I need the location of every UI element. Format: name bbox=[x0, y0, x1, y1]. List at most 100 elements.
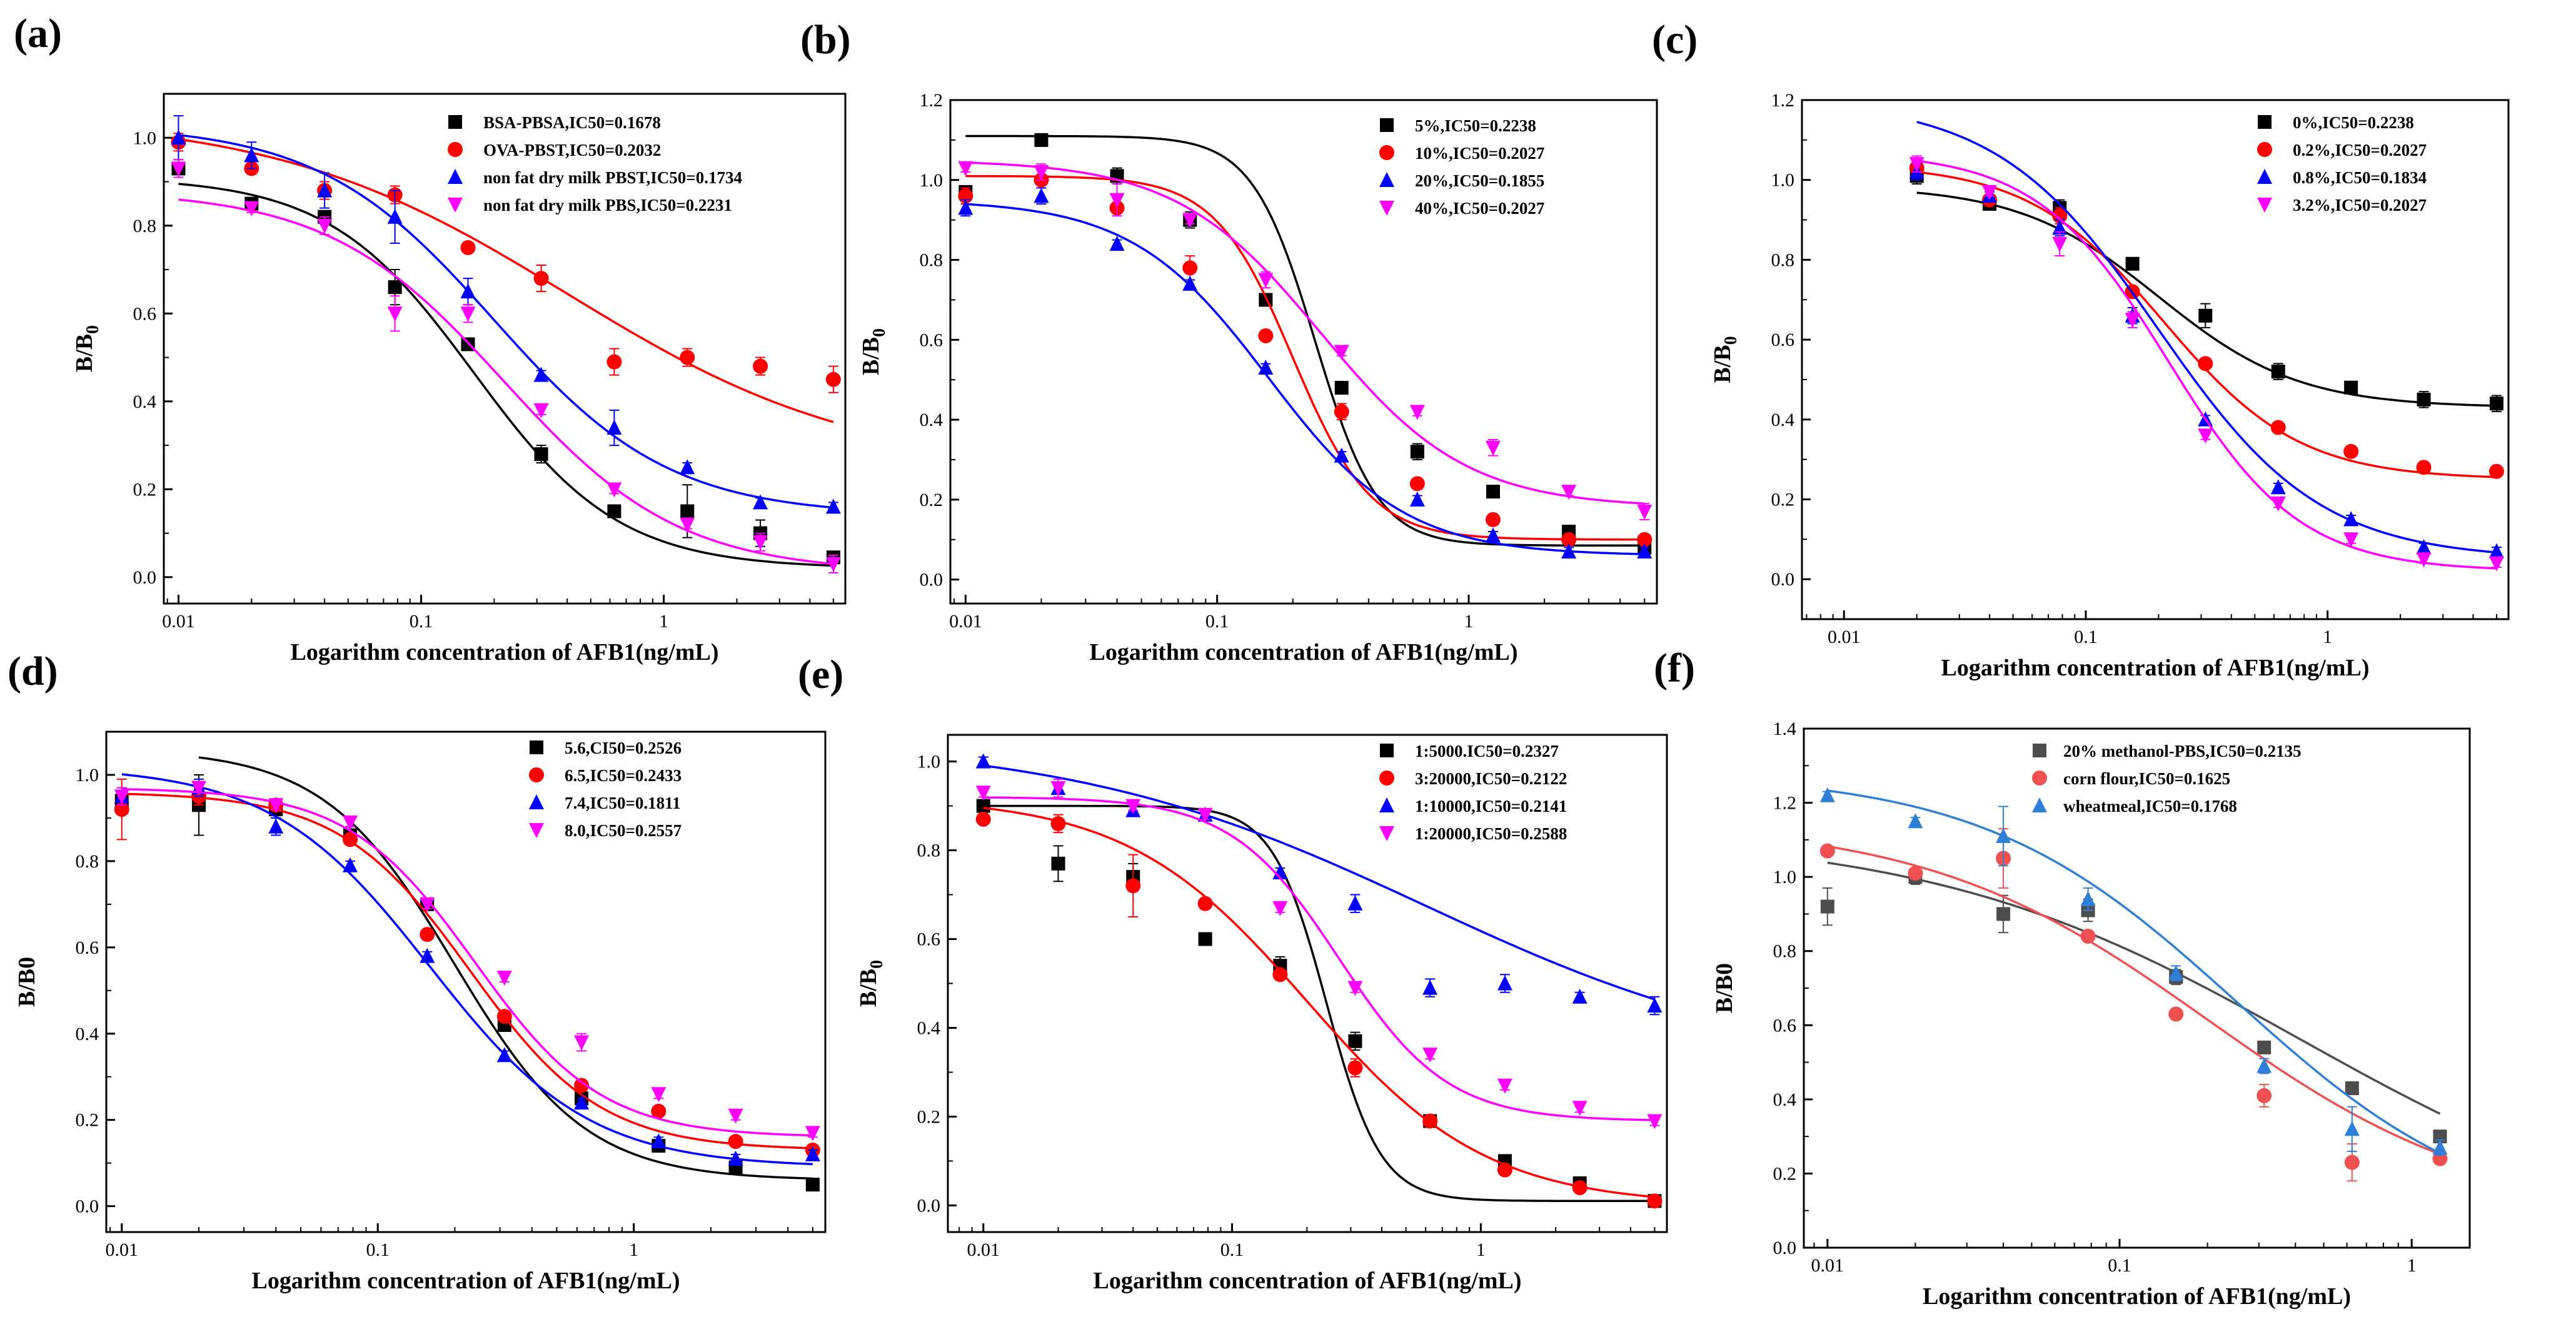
x-tick-label: 1 bbox=[629, 1240, 638, 1260]
data-point bbox=[606, 482, 622, 498]
y-tick-label: 1.0 bbox=[917, 752, 941, 772]
data-point bbox=[728, 1134, 743, 1149]
data-point bbox=[2125, 313, 2140, 328]
fit-curve bbox=[121, 792, 813, 1149]
data-point bbox=[2052, 220, 2068, 235]
data-point bbox=[1422, 1048, 1438, 1063]
fit-curve bbox=[198, 756, 813, 1180]
legend-marker bbox=[448, 198, 463, 213]
x-tick-label: 0.01 bbox=[1811, 1255, 1844, 1276]
fit-curve bbox=[178, 134, 834, 509]
data-point bbox=[1572, 1101, 1587, 1116]
legend-marker bbox=[1379, 201, 1394, 216]
data-point bbox=[1272, 864, 1288, 880]
data-point bbox=[1347, 1060, 1363, 1076]
y-tick-label: 0.4 bbox=[133, 392, 157, 412]
x-tick-label: 1 bbox=[1464, 611, 1473, 632]
legend-marker bbox=[1379, 797, 1394, 812]
fit-curve bbox=[1827, 789, 2441, 1155]
x-tick-label: 0.1 bbox=[1220, 1240, 1244, 1260]
fit-curve bbox=[1827, 845, 2441, 1155]
data-point bbox=[680, 459, 695, 475]
fit-curve bbox=[965, 203, 1645, 555]
legend-marker bbox=[1380, 118, 1394, 132]
y-tick-label: 0.6 bbox=[1771, 330, 1795, 350]
data-point bbox=[268, 798, 284, 814]
y-tick-label: 0.0 bbox=[133, 567, 157, 588]
series-2 bbox=[114, 778, 820, 1158]
data-point bbox=[1497, 975, 1512, 991]
data-point bbox=[651, 1133, 667, 1149]
fit-curve bbox=[121, 773, 813, 1166]
x-tick-label: 0.01 bbox=[106, 1240, 139, 1260]
x-tick-label: 0.1 bbox=[410, 611, 433, 632]
data-point bbox=[2270, 420, 2286, 435]
data-point bbox=[825, 371, 841, 387]
panel-f: (f) 0.0 0.2 0.4 0.6 0.8 1.0 1.2 1.4 0.01 0.1 1 Logar… bbox=[1654, 645, 2471, 1310]
data-point bbox=[420, 927, 435, 942]
x-tick-label: 0.01 bbox=[1828, 627, 1861, 647]
data-point bbox=[753, 358, 768, 374]
data-point bbox=[975, 786, 991, 801]
x-axis-title: Logarithm concentration of AFB1(ng/mL) bbox=[1941, 655, 2369, 681]
data-point bbox=[1996, 907, 2011, 921]
data-point bbox=[1996, 827, 2011, 843]
data-point bbox=[2198, 428, 2213, 444]
legend-label: 1:5000.IC50=0.2327 bbox=[1415, 742, 1559, 760]
data-point bbox=[2080, 929, 2096, 944]
data-point bbox=[387, 306, 403, 322]
legend-label: corn flour,IC50=0.1625 bbox=[2063, 769, 2230, 788]
series-2 bbox=[171, 133, 841, 423]
y-tick-label: 0.8 bbox=[133, 216, 157, 236]
y-axis-title: B/B0 bbox=[71, 325, 103, 372]
fit-curve bbox=[983, 764, 1655, 1001]
series-4 bbox=[1909, 155, 2504, 572]
panel-b: (b) 0.0 0.2 0.4 0.6 0.8 1.0 1.2 0.01 0.1 1 Logarith… bbox=[800, 17, 1658, 665]
y-tick-label: 1.2 bbox=[1773, 793, 1797, 814]
data-point bbox=[1272, 901, 1288, 916]
y-tick-label: 1.0 bbox=[1773, 867, 1797, 887]
data-point bbox=[2489, 397, 2503, 411]
data-point bbox=[1486, 485, 1500, 499]
legend: BSA-PBSA,IC50=0.1678 OVA-PBST,IC50=0.2032… bbox=[448, 113, 742, 215]
x-tick-label: 0.1 bbox=[1205, 611, 1229, 632]
data-point bbox=[825, 557, 841, 572]
y-tick-label: 0.6 bbox=[920, 330, 943, 350]
panel-d: (d) 0.0 0.2 0.4 0.6 0.8 1.0 0.01 0.1 1 Logarithm c… bbox=[8, 649, 827, 1294]
plot-frame bbox=[163, 93, 847, 605]
y-tick-label: 0.0 bbox=[917, 1195, 941, 1216]
y-axis-title: B/B0 bbox=[855, 960, 887, 1007]
y-axis-title: B/B0 bbox=[1711, 963, 1738, 1013]
series-3 bbox=[1909, 121, 2504, 558]
data-point bbox=[343, 832, 358, 847]
data-point bbox=[2198, 356, 2213, 371]
data-point bbox=[958, 161, 974, 176]
legend-label: 3:20000,IC50=0.2122 bbox=[1415, 769, 1567, 788]
fit-curve bbox=[983, 807, 1655, 1198]
data-point bbox=[2270, 479, 2286, 495]
y-tick-label: 0.8 bbox=[920, 250, 943, 271]
y-tick-label: 0.8 bbox=[917, 841, 941, 861]
data-point bbox=[2125, 256, 2140, 271]
x-tick-label: 0.1 bbox=[366, 1240, 390, 1260]
series-3 bbox=[958, 187, 1653, 558]
legend-label: 5%,IC50=0.2238 bbox=[1415, 116, 1536, 135]
series-3 bbox=[1819, 787, 2448, 1156]
y-tick-label: 0.6 bbox=[917, 929, 941, 950]
x-tick-label: 0.1 bbox=[2108, 1255, 2131, 1276]
series-3 bbox=[114, 773, 820, 1166]
panel-e: (e) 0.0 0.2 0.4 0.6 0.8 1.0 0.01 0.1 1 Logarithm c… bbox=[798, 652, 1668, 1294]
data-point bbox=[2198, 308, 2213, 323]
y-tick-label: 1.0 bbox=[133, 128, 157, 148]
legend-marker bbox=[1379, 145, 1394, 160]
data-point bbox=[728, 1150, 743, 1166]
x-axis-title: Logarithm concentration of AFB1(ng/mL) bbox=[1093, 1268, 1521, 1294]
legend-label: 5.6,CI50=0.2526 bbox=[565, 739, 682, 757]
data-point bbox=[420, 947, 435, 963]
data-point bbox=[574, 1078, 590, 1093]
series-3 bbox=[975, 753, 1663, 1016]
data-point bbox=[1909, 157, 1924, 173]
legend-marker bbox=[2257, 142, 2272, 157]
legend-marker bbox=[1379, 771, 1394, 786]
